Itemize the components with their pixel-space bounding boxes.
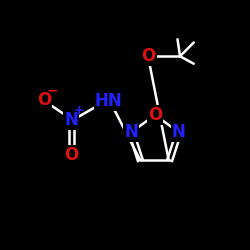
Text: HN: HN — [95, 92, 122, 110]
Text: N: N — [124, 123, 138, 141]
Text: +: + — [74, 104, 85, 117]
Text: N: N — [64, 111, 78, 129]
Text: O: O — [148, 106, 162, 124]
Text: O: O — [142, 47, 156, 65]
Text: O: O — [64, 146, 78, 164]
Text: O: O — [36, 91, 51, 109]
Text: −: − — [47, 84, 58, 98]
Text: N: N — [172, 123, 186, 141]
